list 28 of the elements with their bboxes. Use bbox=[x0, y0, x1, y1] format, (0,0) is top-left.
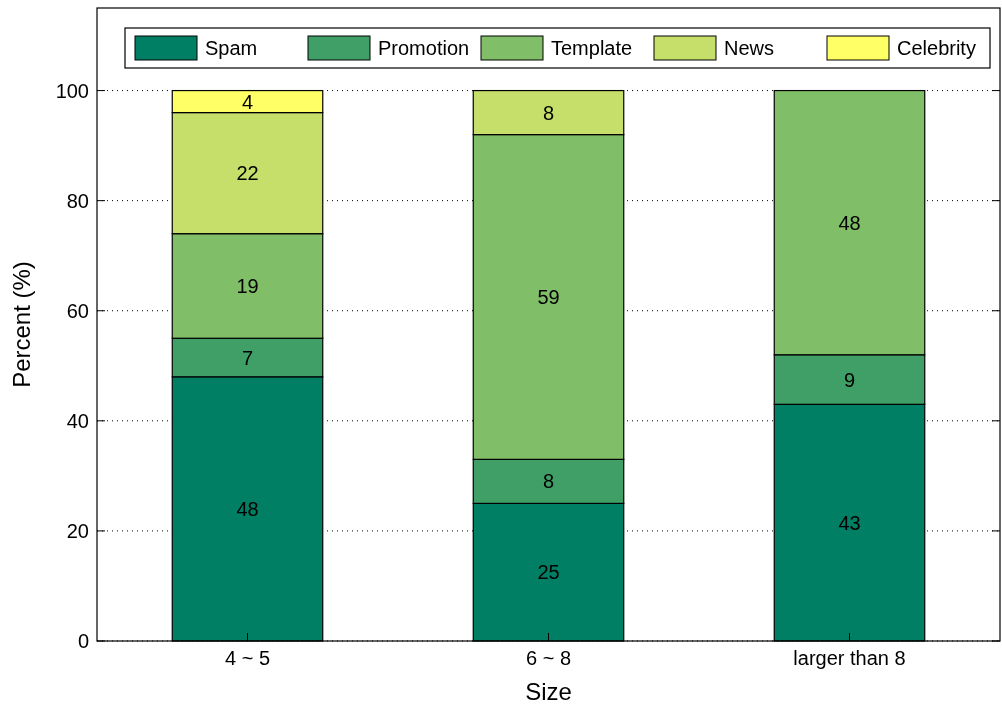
x-axis-title: Size bbox=[525, 678, 572, 705]
data-label: 19 bbox=[236, 274, 259, 297]
data-label: 7 bbox=[241, 346, 254, 369]
y-tick-label: 100 bbox=[55, 79, 89, 102]
data-label: 8 bbox=[542, 101, 555, 124]
data-label: 48 bbox=[236, 497, 259, 520]
data-label: 8 bbox=[542, 470, 555, 493]
x-tick-label: larger than 8 bbox=[793, 647, 906, 669]
data-label: 25 bbox=[537, 561, 560, 584]
legend-label: Template bbox=[551, 37, 633, 59]
y-axis-title: Percent (%) bbox=[8, 261, 35, 388]
data-label: 59 bbox=[537, 285, 560, 308]
y-tick-label: 0 bbox=[77, 630, 89, 652]
data-label: 22 bbox=[236, 162, 259, 185]
y-tick-label: 60 bbox=[66, 299, 89, 322]
legend-label: Celebrity bbox=[897, 37, 976, 59]
legend-label: Promotion bbox=[378, 37, 470, 59]
data-label: 43 bbox=[838, 511, 861, 534]
x-tick-label: 6 ~ 8 bbox=[525, 647, 572, 669]
y-tick-label: 80 bbox=[66, 189, 89, 212]
legend-label: Spam bbox=[205, 37, 258, 59]
data-label: 4 bbox=[241, 90, 254, 113]
data-label: 9 bbox=[843, 368, 856, 391]
legend-label: News bbox=[724, 37, 775, 59]
y-tick-label: 40 bbox=[66, 409, 89, 432]
x-tick-label: 4 ~ 5 bbox=[224, 647, 271, 669]
data-label: 48 bbox=[838, 211, 861, 234]
y-tick-label: 20 bbox=[66, 519, 89, 542]
